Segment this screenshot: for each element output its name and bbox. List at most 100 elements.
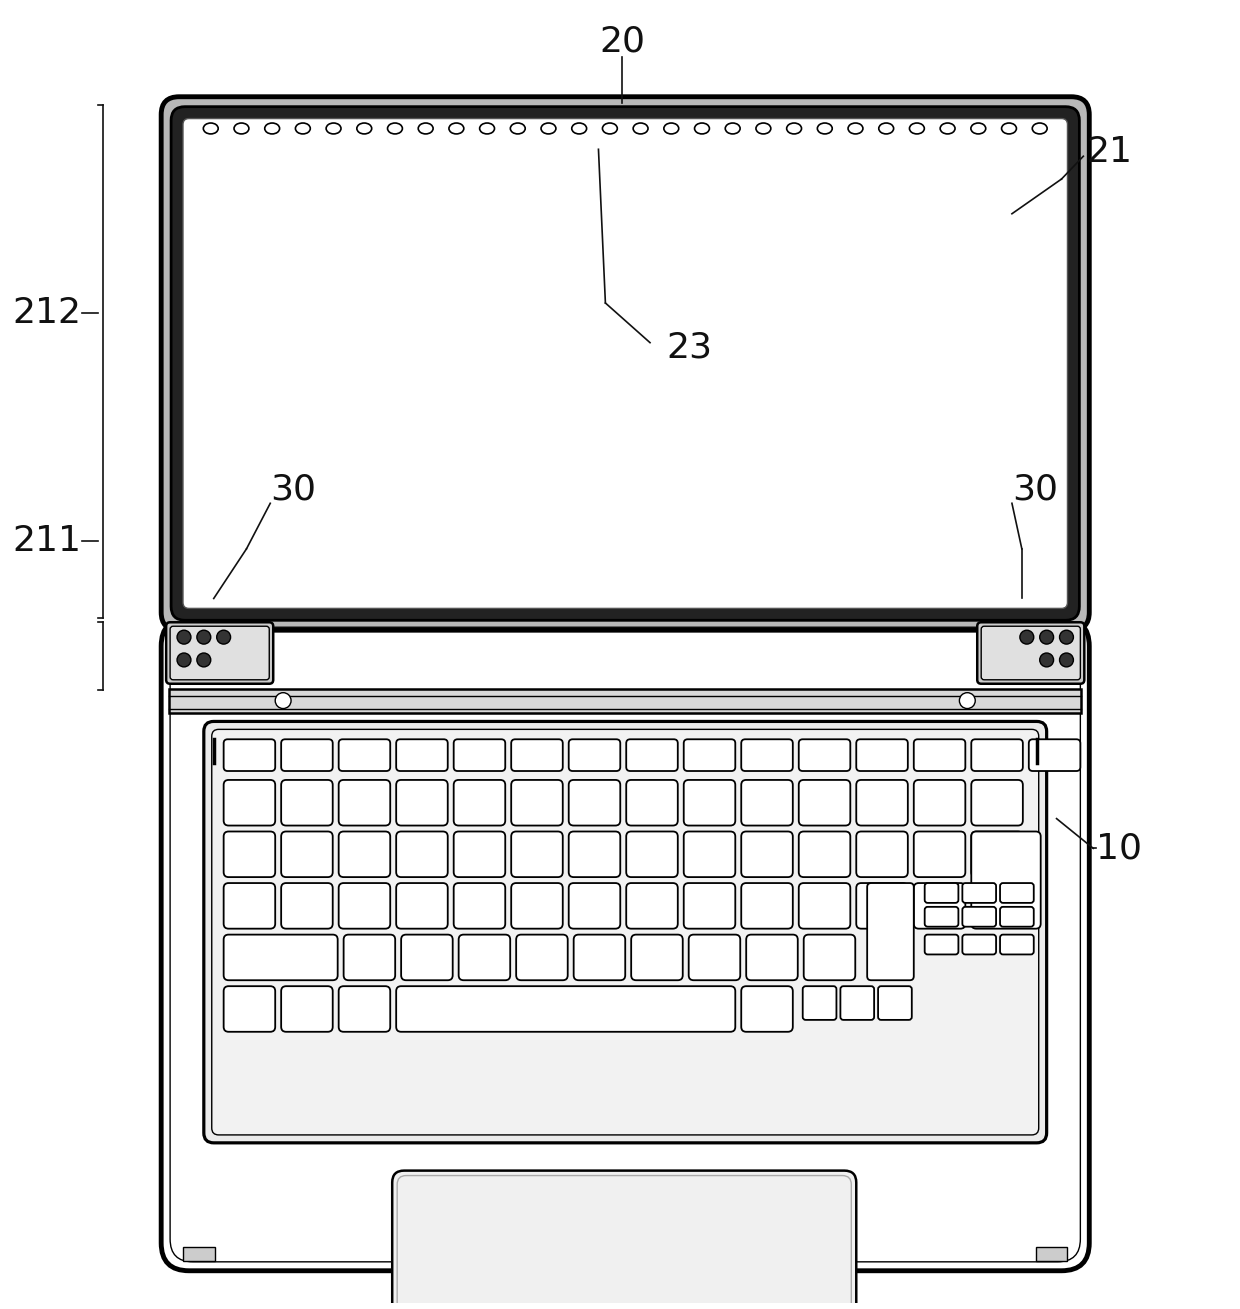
FancyBboxPatch shape <box>574 935 625 980</box>
FancyBboxPatch shape <box>878 986 911 1020</box>
Circle shape <box>177 653 191 666</box>
Text: 211: 211 <box>12 524 82 558</box>
FancyBboxPatch shape <box>742 831 792 877</box>
FancyBboxPatch shape <box>212 729 1039 1135</box>
Circle shape <box>1039 630 1054 644</box>
FancyBboxPatch shape <box>802 986 837 1020</box>
FancyBboxPatch shape <box>569 780 620 826</box>
Circle shape <box>177 630 191 644</box>
Circle shape <box>275 692 291 708</box>
Ellipse shape <box>418 123 433 134</box>
Text: 212: 212 <box>12 296 82 330</box>
Ellipse shape <box>357 123 372 134</box>
FancyBboxPatch shape <box>223 935 337 980</box>
Ellipse shape <box>1002 123 1017 134</box>
FancyBboxPatch shape <box>857 780 908 826</box>
Ellipse shape <box>541 123 556 134</box>
FancyBboxPatch shape <box>396 884 448 928</box>
Ellipse shape <box>480 123 495 134</box>
FancyBboxPatch shape <box>799 831 851 877</box>
Bar <box>184 1247 215 1261</box>
Ellipse shape <box>511 123 526 134</box>
Ellipse shape <box>909 123 924 134</box>
Text: 21: 21 <box>1086 135 1132 169</box>
Ellipse shape <box>1032 123 1047 134</box>
FancyBboxPatch shape <box>171 106 1079 620</box>
FancyBboxPatch shape <box>804 935 856 980</box>
FancyBboxPatch shape <box>999 935 1034 954</box>
Ellipse shape <box>694 123 709 134</box>
FancyBboxPatch shape <box>401 935 453 980</box>
FancyBboxPatch shape <box>281 986 332 1031</box>
Circle shape <box>960 692 975 708</box>
FancyBboxPatch shape <box>799 884 851 928</box>
Ellipse shape <box>786 123 801 134</box>
FancyBboxPatch shape <box>511 780 563 826</box>
Text: 10: 10 <box>1096 831 1142 865</box>
Ellipse shape <box>234 123 249 134</box>
FancyBboxPatch shape <box>569 831 620 877</box>
FancyBboxPatch shape <box>914 740 965 771</box>
FancyBboxPatch shape <box>981 626 1080 679</box>
FancyBboxPatch shape <box>454 780 505 826</box>
FancyBboxPatch shape <box>223 884 275 928</box>
FancyBboxPatch shape <box>683 780 735 826</box>
FancyBboxPatch shape <box>999 907 1034 927</box>
Ellipse shape <box>603 123 618 134</box>
FancyBboxPatch shape <box>683 831 735 877</box>
Circle shape <box>1019 630 1034 644</box>
FancyBboxPatch shape <box>742 986 792 1031</box>
FancyBboxPatch shape <box>339 780 391 826</box>
FancyBboxPatch shape <box>914 780 965 826</box>
Ellipse shape <box>663 123 678 134</box>
FancyBboxPatch shape <box>184 119 1068 609</box>
FancyBboxPatch shape <box>742 740 792 771</box>
FancyBboxPatch shape <box>170 626 269 679</box>
FancyBboxPatch shape <box>339 831 391 877</box>
Ellipse shape <box>817 123 832 134</box>
FancyBboxPatch shape <box>742 780 792 826</box>
FancyBboxPatch shape <box>925 935 959 954</box>
Text: 30: 30 <box>270 473 316 507</box>
Ellipse shape <box>388 123 403 134</box>
FancyBboxPatch shape <box>454 884 505 928</box>
Ellipse shape <box>326 123 341 134</box>
FancyBboxPatch shape <box>339 740 391 771</box>
FancyBboxPatch shape <box>161 618 1089 1271</box>
Ellipse shape <box>848 123 863 134</box>
FancyBboxPatch shape <box>459 935 510 980</box>
Circle shape <box>1059 653 1074 666</box>
FancyBboxPatch shape <box>392 1170 857 1309</box>
FancyBboxPatch shape <box>799 740 851 771</box>
FancyBboxPatch shape <box>971 831 1040 928</box>
FancyBboxPatch shape <box>569 884 620 928</box>
FancyBboxPatch shape <box>223 831 275 877</box>
FancyBboxPatch shape <box>454 740 505 771</box>
FancyBboxPatch shape <box>962 907 996 927</box>
Ellipse shape <box>572 123 587 134</box>
FancyBboxPatch shape <box>971 831 1023 877</box>
Ellipse shape <box>725 123 740 134</box>
FancyBboxPatch shape <box>161 97 1089 630</box>
FancyBboxPatch shape <box>223 780 275 826</box>
FancyBboxPatch shape <box>1029 740 1080 771</box>
FancyBboxPatch shape <box>203 721 1047 1143</box>
Ellipse shape <box>264 123 279 134</box>
Circle shape <box>217 630 231 644</box>
Bar <box>169 689 1081 713</box>
Ellipse shape <box>940 123 955 134</box>
FancyBboxPatch shape <box>223 986 275 1031</box>
FancyBboxPatch shape <box>925 907 959 927</box>
FancyBboxPatch shape <box>516 935 568 980</box>
Ellipse shape <box>756 123 771 134</box>
FancyBboxPatch shape <box>799 780 851 826</box>
FancyBboxPatch shape <box>971 740 1023 771</box>
FancyBboxPatch shape <box>977 622 1084 683</box>
FancyBboxPatch shape <box>857 831 908 877</box>
FancyBboxPatch shape <box>925 884 959 903</box>
FancyBboxPatch shape <box>511 884 563 928</box>
FancyBboxPatch shape <box>742 884 792 928</box>
FancyBboxPatch shape <box>688 935 740 980</box>
FancyBboxPatch shape <box>396 740 448 771</box>
FancyBboxPatch shape <box>281 831 332 877</box>
